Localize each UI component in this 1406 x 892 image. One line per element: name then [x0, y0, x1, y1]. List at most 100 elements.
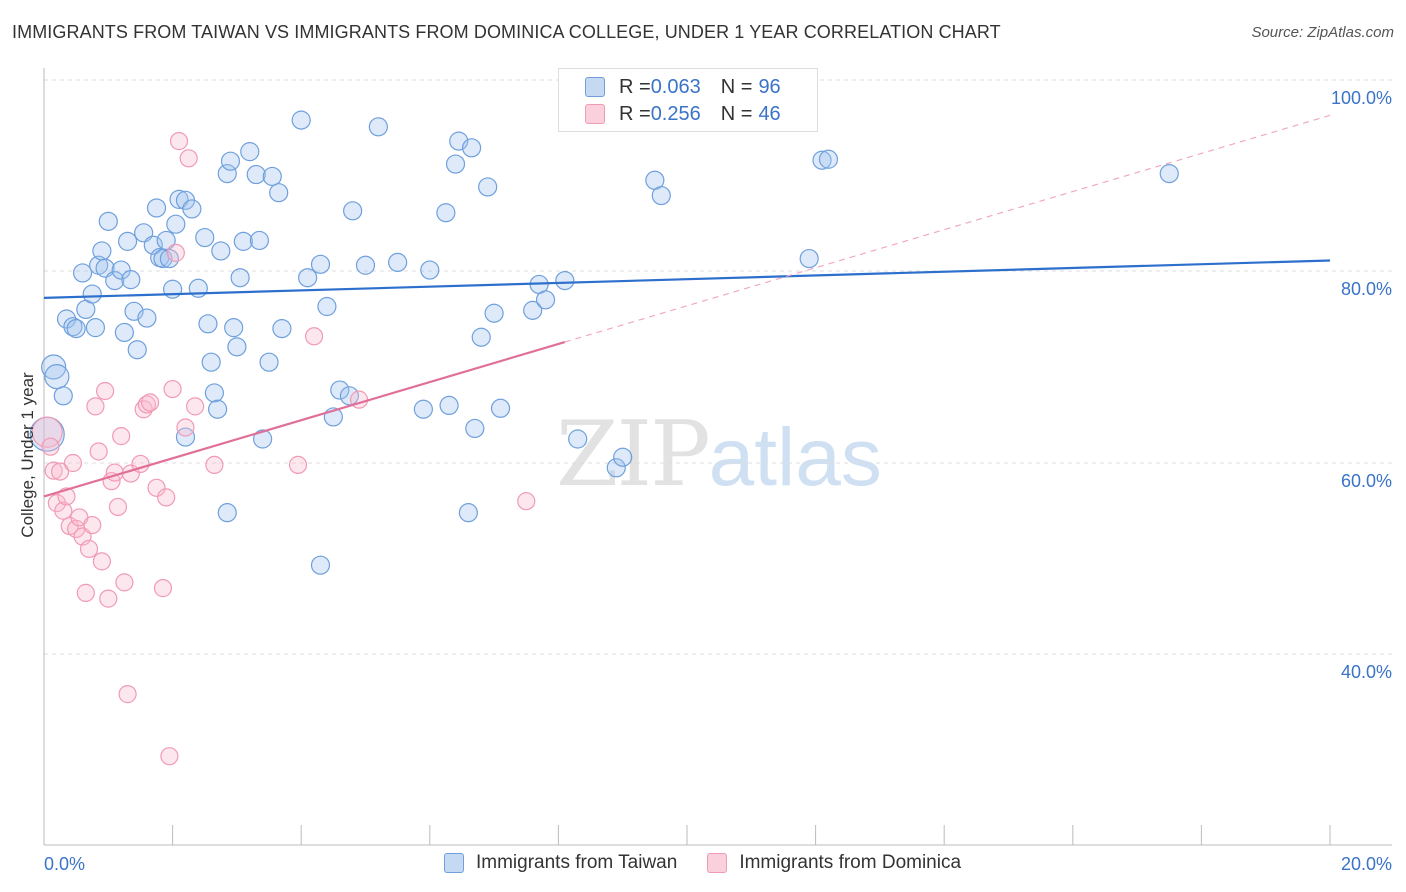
taiwan-point	[182, 199, 202, 219]
taiwan-point	[217, 503, 237, 523]
n-value: 46	[758, 102, 781, 125]
chart-title: IMMIGRANTS FROM TAIWAN VS IMMIGRANTS FRO…	[12, 22, 1001, 42]
taiwan-point	[253, 429, 273, 449]
dominica-trend-line	[43, 340, 566, 498]
taiwan-point	[651, 185, 671, 206]
taiwan-point	[355, 255, 376, 275]
watermark-atlas: atlas	[708, 412, 882, 503]
taiwan-point	[262, 166, 282, 187]
taiwan-point	[523, 300, 543, 320]
taiwan-point	[220, 151, 241, 171]
taiwan-point	[56, 309, 77, 329]
taiwan-point	[208, 399, 228, 419]
taiwan-point	[169, 189, 189, 209]
taiwan-point	[82, 284, 102, 304]
taiwan-point	[41, 354, 67, 380]
legend-label-dominica: Immigrants from Dominica	[739, 852, 962, 873]
taiwan-point	[53, 386, 73, 406]
taiwan-point	[799, 248, 819, 269]
dominica-point	[89, 442, 108, 461]
dominica-point	[63, 453, 83, 473]
dominica-point	[140, 393, 160, 412]
dominica-point	[147, 478, 166, 497]
taiwan-point	[211, 241, 231, 261]
taiwan-point	[98, 211, 118, 231]
legend-label-taiwan: Immigrants from Taiwan	[476, 852, 678, 873]
dominica-point	[205, 455, 224, 475]
taiwan-point	[224, 318, 244, 338]
dominica-points	[31, 132, 536, 766]
dominica-point	[163, 379, 182, 399]
watermark-zip: ZIP	[556, 402, 711, 507]
taiwan-point	[310, 555, 331, 575]
taiwan-point	[85, 318, 106, 338]
dominica-point	[79, 539, 99, 559]
gridlines	[44, 79, 1392, 655]
taiwan-point	[445, 154, 466, 174]
legend-row-dominica: R = 0.256 N = 46	[585, 102, 781, 126]
dominica-point	[95, 381, 115, 401]
taiwan-point	[198, 314, 218, 334]
taiwan-point	[461, 138, 482, 158]
dominica-point	[76, 583, 95, 602]
taiwan-point	[484, 303, 504, 323]
taiwan-trend-line	[43, 259, 1331, 299]
taiwan-point	[143, 235, 163, 255]
taiwan-point	[269, 183, 289, 203]
taiwan-point	[105, 271, 125, 291]
y-tick-label: 40.0%	[1341, 662, 1392, 682]
taiwan-point	[535, 290, 556, 310]
dominica-point	[166, 243, 185, 262]
taiwan-point	[413, 399, 433, 419]
taiwan-point	[291, 110, 311, 130]
source-credit: Source: ZipAtlas.com	[1251, 24, 1394, 41]
taiwan-point	[92, 241, 112, 261]
taiwan-point	[246, 164, 266, 185]
y-tick-label: 60.0%	[1341, 471, 1392, 491]
dominica-point	[179, 149, 198, 168]
taiwan-point	[272, 319, 292, 339]
taiwan-points	[29, 110, 1179, 575]
taiwan-point	[310, 254, 331, 274]
taiwan-point	[465, 418, 485, 439]
taiwan-point	[63, 317, 83, 337]
taiwan-point	[217, 163, 237, 184]
x-tick-label: 20.0%	[1341, 854, 1392, 874]
taiwan-point	[72, 263, 93, 283]
dominica-point	[118, 685, 137, 704]
taiwan-point	[137, 308, 157, 328]
dominica-point	[50, 462, 70, 481]
taiwan-point	[471, 327, 491, 347]
dominica-trend-extension	[564, 114, 1331, 343]
y-axis-label: College, Under 1 year	[18, 372, 37, 538]
dominica-point	[99, 589, 118, 608]
taiwan-point	[233, 231, 253, 251]
dominica-point	[134, 400, 153, 419]
taiwan-swatch	[444, 853, 464, 873]
stats-legend: R = 0.063 N = 96 R = 0.256 N = 46	[558, 68, 818, 132]
legend-item-dominica[interactable]: Immigrants from Dominica	[707, 852, 961, 874]
taiwan-point	[458, 503, 478, 523]
taiwan-point	[249, 230, 270, 251]
r-label: R =	[619, 75, 651, 98]
dominica-point	[83, 515, 102, 535]
taiwan-point	[204, 383, 224, 403]
legend-item-taiwan[interactable]: Immigrants from Taiwan	[444, 852, 677, 874]
dominica-point	[288, 455, 308, 475]
taiwan-point	[343, 201, 363, 221]
watermark: ZIPatlas	[556, 402, 882, 507]
dominica-point	[176, 418, 195, 437]
taiwan-point	[317, 296, 337, 317]
taiwan-point	[298, 268, 318, 288]
taiwan-swatch	[585, 77, 605, 97]
taiwan-point	[613, 447, 633, 467]
r-value: 0.063	[650, 75, 701, 98]
taiwan-point	[259, 352, 279, 372]
taiwan-point	[121, 270, 141, 290]
taiwan-point	[127, 340, 147, 360]
taiwan-point	[201, 352, 221, 372]
r-label: R =	[619, 102, 651, 125]
trend-lines	[43, 114, 1331, 498]
taiwan-point	[146, 198, 167, 218]
